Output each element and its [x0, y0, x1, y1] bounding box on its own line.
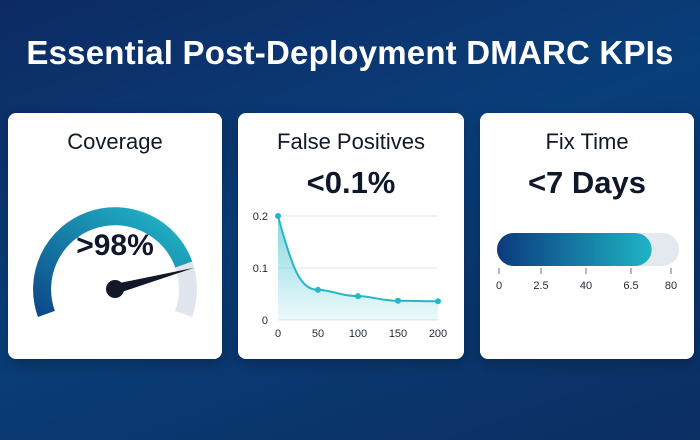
fix-time-card: Fix Time <7 Days 0 2.5 40 6.5 80 [480, 113, 694, 359]
x-tick-label: 50 [312, 328, 324, 340]
bar-tick-label: 80 [665, 280, 677, 292]
gauge-fill [33, 207, 193, 318]
gauge-hub [106, 280, 124, 298]
y-tick-label: 0 [262, 315, 268, 327]
fix-time-bar: 0 2.5 40 6.5 80 [496, 233, 679, 292]
fix-time-title: Fix Time [545, 129, 629, 154]
data-point [275, 213, 281, 219]
data-point [315, 286, 321, 293]
y-tick-label: 0.1 [253, 263, 268, 275]
coverage-gauge: >98% [33, 207, 197, 318]
bar-tick-label: 0 [496, 280, 502, 292]
y-tick-label: 0.2 [253, 211, 268, 223]
bar-tick-label: 2.5 [533, 280, 548, 292]
coverage-value: >98% [76, 229, 154, 262]
false-positives-chart: 0 50 100 150 200 0 0.1 0.2 [253, 211, 447, 340]
bar-tick-label: 6.5 [623, 280, 638, 292]
false-positives-card: False Positives <0.1% 0 50 100 150 200 0 0.1 0… [238, 113, 464, 359]
coverage-title: Coverage [67, 129, 163, 154]
gauge-needle [113, 267, 195, 294]
x-tick-label: 0 [275, 328, 281, 340]
data-point [355, 293, 361, 300]
page-title: Essential Post-Deployment DMARC KPIs [26, 34, 674, 71]
x-tick-label: 150 [389, 328, 407, 340]
data-point [435, 298, 441, 305]
x-tick-label: 200 [429, 328, 447, 340]
coverage-card: Coverage >98% [8, 113, 222, 359]
false-positives-title: False Positives [277, 129, 425, 154]
line-area [278, 216, 438, 320]
bar-tick-label: 40 [580, 280, 592, 292]
fix-time-value: <7 Days [527, 165, 647, 200]
data-point [395, 297, 401, 304]
bar-fill [497, 233, 652, 266]
x-tick-label: 100 [349, 328, 367, 340]
false-positives-value: <0.1% [306, 165, 396, 200]
